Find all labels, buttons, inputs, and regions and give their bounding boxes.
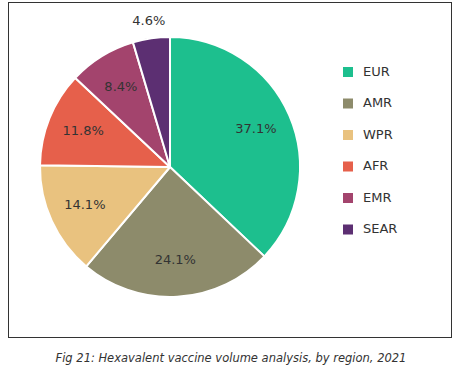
chart: 37.1% 24.1% 14.1% 11.8% 8.4% 4.6% EUR AMR WPR AFR… xyxy=(0,0,462,383)
legend-swatch xyxy=(343,193,353,203)
legend-label: AFR xyxy=(363,158,388,173)
slices xyxy=(40,37,300,297)
data-label: 11.8% xyxy=(63,123,104,138)
pie-slice xyxy=(40,165,170,266)
pie-slice xyxy=(133,37,170,167)
data-label: 14.1% xyxy=(64,197,105,212)
legend-label: SEAR xyxy=(363,221,397,236)
legend-swatch xyxy=(343,130,353,140)
data-label: 37.1% xyxy=(235,121,276,136)
caption: Fig 21: Hexavalent vaccine volume analys… xyxy=(56,351,407,365)
data-label: 8.4% xyxy=(104,79,137,94)
legend: EUR AMR WPR AFR EMR SEAR xyxy=(343,64,397,237)
legend-label: WPR xyxy=(363,127,393,142)
data-label: 24.1% xyxy=(155,252,196,267)
data-labels: 37.1% 24.1% 14.1% 11.8% 8.4% 4.6% xyxy=(63,13,277,267)
legend-swatch xyxy=(343,99,353,109)
legend-swatch xyxy=(343,162,353,172)
legend-label: EMR xyxy=(363,190,391,205)
legend-label: AMR xyxy=(363,95,392,110)
legend-swatch xyxy=(343,225,353,235)
legend-label: EUR xyxy=(363,64,390,79)
data-label: 4.6% xyxy=(132,13,165,28)
legend-swatch xyxy=(343,67,353,77)
